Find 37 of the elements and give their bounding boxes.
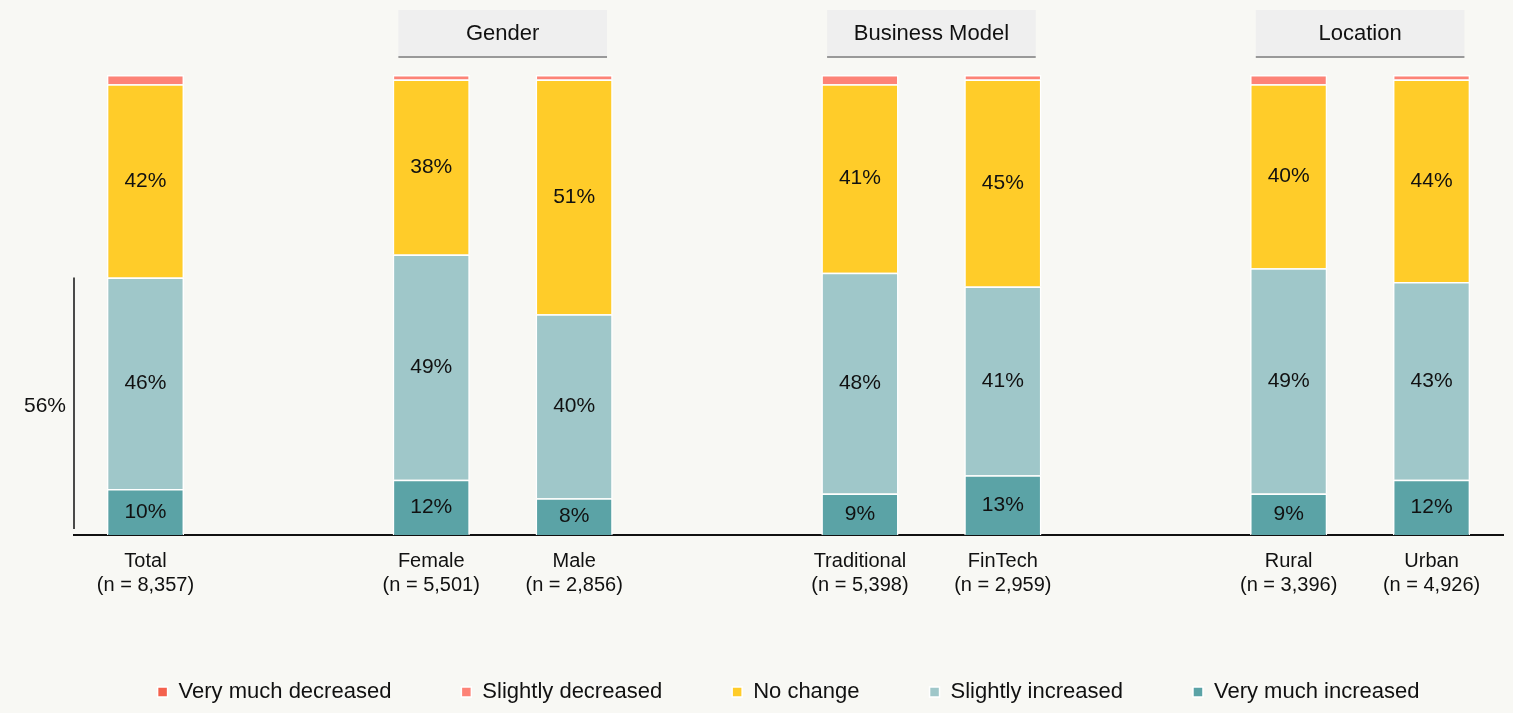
data-label: 10% bbox=[124, 498, 167, 522]
legend-label: Slightly decreased bbox=[482, 678, 663, 704]
data-label: 40% bbox=[553, 393, 596, 416]
data-label: 8% bbox=[558, 503, 590, 527]
x-tick-label: FinTech (n = 2,959) bbox=[954, 548, 1052, 595]
data-label: 45% bbox=[981, 169, 1024, 193]
data-label: 41% bbox=[981, 367, 1024, 391]
data-label: 12% bbox=[1410, 494, 1453, 518]
data-label: 41% bbox=[838, 165, 881, 189]
legend-label: Slightly increased bbox=[950, 678, 1123, 704]
text: 56% bbox=[23, 393, 66, 416]
data-label: 13% bbox=[981, 491, 1024, 515]
legend-label: No change bbox=[753, 678, 860, 704]
text: Gender bbox=[466, 20, 540, 46]
text: Business Model bbox=[853, 20, 1010, 46]
data-label: 49% bbox=[410, 353, 453, 377]
legend-label: Very much increased bbox=[1213, 678, 1420, 704]
x-tick-label: Urban (n = 4,926) bbox=[1382, 548, 1481, 595]
data-label: 49% bbox=[1267, 367, 1310, 391]
data-label: 51% bbox=[553, 183, 596, 207]
data-label: 38% bbox=[410, 153, 453, 177]
data-label: 43% bbox=[1410, 367, 1453, 391]
text: Location bbox=[1318, 20, 1402, 46]
data-label: 46% bbox=[124, 370, 167, 393]
x-tick-label: Traditional (n = 5,398) bbox=[811, 548, 909, 595]
data-label: 9% bbox=[1273, 501, 1304, 525]
data-label: 9% bbox=[844, 501, 876, 525]
data-label: 40% bbox=[1267, 163, 1310, 186]
x-tick-label: Total (n = 8,357) bbox=[96, 548, 195, 595]
data-label: 48% bbox=[838, 370, 881, 393]
x-tick-label: Female (n = 5,501) bbox=[382, 548, 480, 595]
data-label: 12% bbox=[410, 494, 453, 518]
data-label: 44% bbox=[1410, 167, 1453, 191]
data-label: 42% bbox=[124, 167, 167, 191]
x-tick-label: Rural (n = 3,396) bbox=[1240, 548, 1338, 595]
legend-label: Very much decreased bbox=[178, 678, 392, 704]
x-tick-label: Male (n = 2,856) bbox=[525, 548, 623, 595]
